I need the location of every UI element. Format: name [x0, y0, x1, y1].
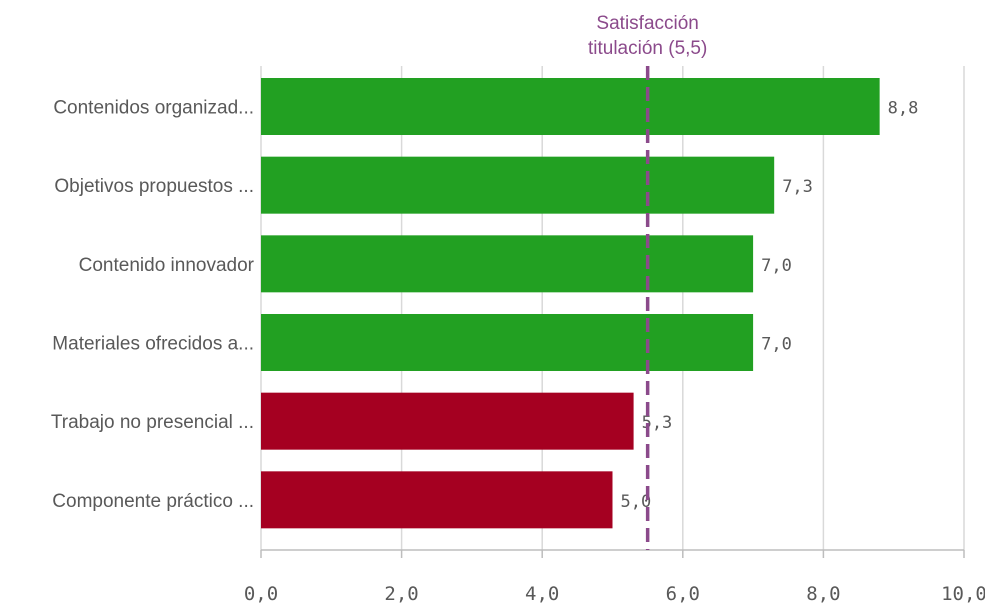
x-tick-label: 2,0	[384, 583, 418, 605]
bar-row[interactable]: Objetivos propuestos ... 7,3	[54, 156, 813, 214]
reference-line-label-line2: titulación (5,5)	[588, 38, 707, 59]
reference-line-group: Satisfacción titulación (5,5)	[588, 13, 707, 550]
bars: Contenidos organizad... 8,8 Objetivos prop…	[51, 78, 918, 529]
bar-row[interactable]: Contenidos organizad... 8,8	[53, 78, 918, 135]
bar[interactable]	[261, 156, 775, 214]
category-label: Contenidos organizad...	[53, 98, 254, 119]
data-label: 7,0	[761, 335, 792, 355]
bar[interactable]	[261, 392, 634, 450]
bar-row[interactable]: Contenido innovador 7,0	[79, 235, 792, 293]
data-label: 7,0	[761, 256, 792, 276]
x-axis: 0,0 2,0 4,0 6,0 8,0 10,0	[244, 549, 985, 605]
x-tick-label: 6,0	[666, 583, 700, 605]
x-tick-label: 10,0	[941, 583, 985, 605]
data-label: 8,8	[888, 99, 919, 119]
category-label: Objetivos propuestos ...	[54, 176, 254, 197]
data-label: 5,0	[621, 492, 652, 512]
reference-line-label-line1: Satisfacción	[596, 13, 698, 34]
x-tick-label: 4,0	[525, 583, 559, 605]
bar[interactable]	[261, 471, 613, 529]
bar-row[interactable]: Trabajo no presencial ... 5,3	[51, 392, 672, 450]
bar-row[interactable]: Materiales ofrecidos a... 7,0	[52, 314, 792, 371]
category-label: Materiales ofrecidos a...	[52, 334, 254, 355]
category-label: Componente práctico ...	[52, 491, 254, 512]
data-label: 7,3	[782, 177, 813, 197]
category-label: Trabajo no presencial ...	[51, 412, 254, 433]
x-tick-label: 8,0	[806, 583, 840, 605]
gridlines	[260, 66, 965, 550]
bar[interactable]	[261, 235, 754, 293]
bar-row[interactable]: Componente práctico ... 5,0	[52, 471, 652, 529]
category-label: Contenido innovador	[79, 255, 255, 276]
bar[interactable]	[261, 314, 754, 371]
bar[interactable]	[261, 78, 880, 135]
x-tick-label: 0,0	[244, 583, 278, 605]
